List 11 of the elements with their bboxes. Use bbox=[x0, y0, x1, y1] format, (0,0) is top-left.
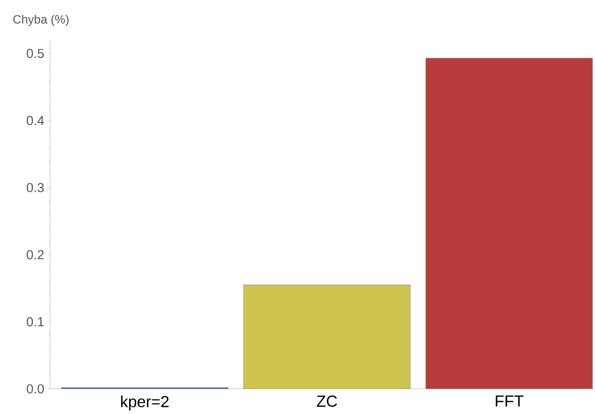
x-tick-label: ZC bbox=[316, 396, 337, 407]
x-tick-label: kper=2 bbox=[121, 396, 169, 411]
y-tick-label: 0.1 bbox=[26, 317, 44, 326]
x-tick-label: FFT bbox=[496, 396, 524, 407]
y-tick-label: 0.2 bbox=[26, 250, 44, 260]
y-tick-label: 0.4 bbox=[26, 116, 44, 126]
y-tick-label: 0.0 bbox=[26, 384, 44, 394]
bar bbox=[426, 58, 593, 389]
y-tick-label: 0.5 bbox=[26, 48, 44, 58]
y-axis-title: Chyba (%) bbox=[13, 14, 69, 26]
y-tick-label: 0.3 bbox=[26, 183, 44, 192]
